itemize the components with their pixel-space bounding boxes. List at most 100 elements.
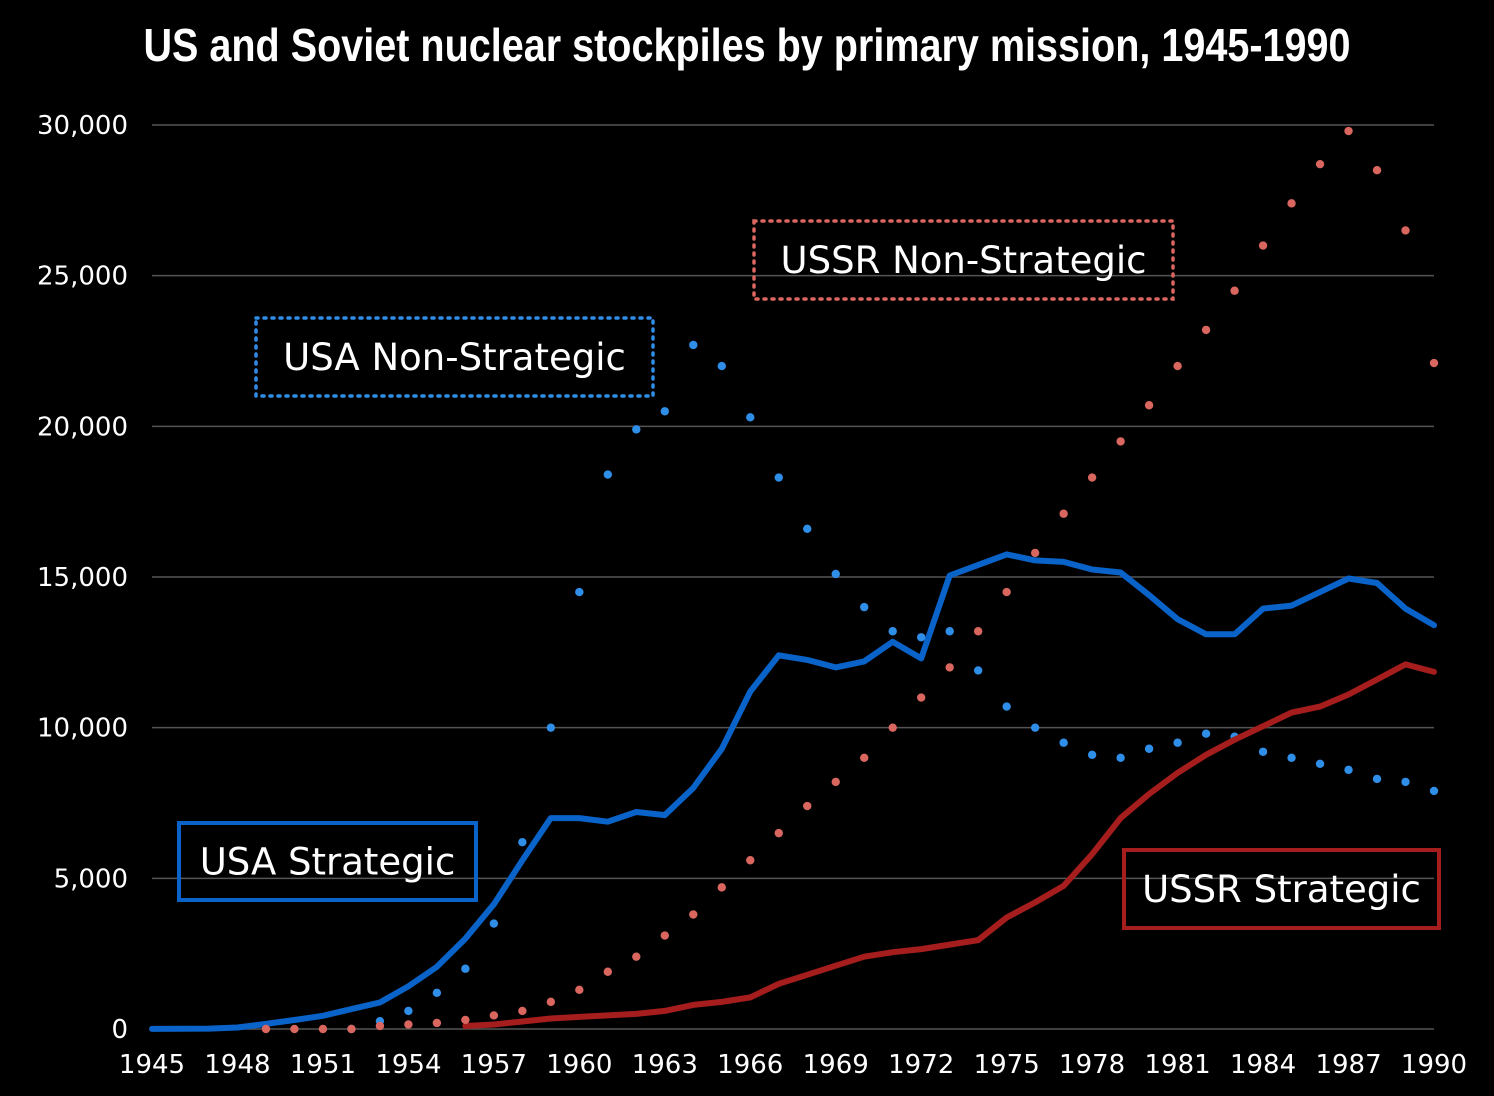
series-label-usa-non-strategic: USA Non-Strategic: [283, 336, 626, 379]
data-point-ussr-non-strategic: [945, 663, 954, 672]
data-point-ussr-non-strategic: [717, 883, 726, 892]
x-tick-label: 1954: [375, 1050, 441, 1080]
data-point-ussr-non-strategic: [1429, 358, 1439, 368]
data-point-ussr-non-strategic: [1116, 437, 1125, 446]
data-point-ussr-non-strategic: [888, 723, 897, 732]
data-point-ussr-non-strategic: [803, 801, 812, 811]
data-point-ussr-non-strategic: [1401, 226, 1410, 235]
data-point-usa-non-strategic: [1059, 738, 1068, 747]
data-point-ussr-non-strategic: [1258, 241, 1268, 250]
series-line-usa-strategic: [149, 551, 1437, 1032]
data-point-ussr-non-strategic: [1059, 509, 1068, 518]
x-tick-label: 1990: [1401, 1050, 1467, 1080]
data-point-usa-non-strategic: [774, 473, 783, 482]
data-point-ussr-non-strategic: [261, 1024, 271, 1034]
data-point-usa-non-strategic: [860, 602, 869, 612]
label-box-usa-strategic: [177, 821, 478, 902]
x-tick-label: 1945: [119, 1050, 185, 1080]
data-point-ussr-non-strategic: [1287, 199, 1296, 208]
data-point-ussr-non-strategic: [1030, 548, 1040, 558]
data-point-ussr-non-strategic: [347, 1024, 356, 1034]
data-point-ussr-non-strategic: [1087, 473, 1097, 482]
data-point-usa-non-strategic: [917, 633, 926, 642]
data-point-ussr-non-strategic: [632, 952, 641, 961]
x-tick-label: 1978: [1059, 1050, 1125, 1080]
label-box-ussr-non-strategic: [752, 219, 1175, 301]
data-point-ussr-non-strategic: [1201, 325, 1211, 335]
data-point-ussr-non-strategic: [603, 967, 613, 976]
x-tick-label: 1969: [803, 1050, 869, 1080]
data-point-usa-non-strategic: [518, 837, 527, 847]
x-tick-label: 1966: [717, 1050, 783, 1080]
data-point-ussr-non-strategic: [318, 1024, 328, 1034]
series-layer: [149, 126, 1439, 1034]
data-point-ussr-non-strategic: [290, 1024, 299, 1034]
data-point-ussr-non-strategic: [1372, 166, 1382, 175]
data-point-ussr-non-strategic: [432, 1018, 442, 1028]
data-point-usa-non-strategic: [432, 988, 442, 998]
data-point-usa-non-strategic: [888, 627, 897, 636]
data-point-ussr-non-strategic: [375, 1021, 385, 1031]
data-point-usa-non-strategic: [461, 964, 470, 973]
data-point-usa-non-strategic: [489, 919, 499, 928]
data-point-ussr-non-strategic: [1344, 126, 1353, 136]
x-tick-label: 1987: [1315, 1050, 1381, 1080]
data-point-usa-non-strategic: [1372, 774, 1382, 784]
series-labels: USA Non-Strategic USSR Non-Strategic USA S…: [177, 219, 1441, 930]
data-point-usa-non-strategic: [660, 407, 669, 416]
data-point-ussr-non-strategic: [831, 777, 840, 787]
data-point-ussr-non-strategic: [774, 828, 783, 838]
x-axis-ticks: 1945 1948 1951 1954 1957 1960 1963 1966 1969 1972…: [119, 1050, 1467, 1080]
y-axis-ticks: 0 5,000 10,000 15,000 20,000 25,000 30,000: [37, 111, 128, 1045]
data-point-usa-non-strategic: [1116, 753, 1125, 762]
series-label-ussr-strategic: USSR Strategic: [1142, 868, 1421, 911]
data-point-usa-non-strategic: [1173, 738, 1182, 747]
y-tick-label: 20,000: [37, 412, 128, 442]
series-line-ussr-strategic: [462, 661, 1437, 1029]
data-point-ussr-non-strategic: [461, 1015, 470, 1025]
data-point-ussr-non-strategic: [860, 753, 869, 762]
data-point-usa-non-strategic: [1201, 729, 1211, 738]
data-point-usa-non-strategic: [1144, 744, 1154, 753]
data-point-usa-non-strategic: [1344, 765, 1353, 775]
y-tick-label: 30,000: [37, 111, 128, 141]
data-point-ussr-non-strategic: [489, 1011, 499, 1020]
data-point-ussr-non-strategic: [689, 910, 698, 919]
data-point-usa-non-strategic: [746, 413, 755, 422]
label-box-usa-non-strategic: [254, 316, 655, 398]
data-point-ussr-non-strategic: [546, 997, 556, 1007]
x-tick-label: 1960: [546, 1050, 612, 1080]
data-point-ussr-non-strategic: [917, 693, 926, 702]
data-point-ussr-non-strategic: [404, 1020, 413, 1029]
x-tick-label: 1948: [204, 1050, 270, 1080]
data-point-ussr-non-strategic: [746, 856, 755, 865]
data-point-ussr-non-strategic: [575, 985, 584, 995]
x-tick-label: 1972: [888, 1050, 954, 1080]
series-label-ussr-non-strategic: USSR Non-Strategic: [781, 239, 1147, 282]
x-tick-label: 1957: [461, 1050, 527, 1080]
data-point-ussr-non-strategic: [1002, 587, 1011, 597]
data-point-usa-non-strategic: [803, 524, 812, 533]
data-point-ussr-non-strategic: [973, 627, 983, 636]
data-point-usa-non-strategic: [717, 361, 726, 371]
data-point-usa-non-strategic: [831, 569, 840, 579]
data-point-usa-non-strategic: [1315, 759, 1325, 769]
data-point-usa-non-strategic: [1002, 702, 1011, 711]
y-tick-label: 10,000: [37, 714, 128, 744]
data-point-usa-non-strategic: [1287, 753, 1296, 762]
series-label-usa-strategic: USA Strategic: [200, 841, 456, 884]
data-point-usa-non-strategic: [1030, 723, 1040, 732]
data-point-ussr-non-strategic: [660, 931, 669, 940]
data-point-usa-non-strategic: [1258, 747, 1268, 756]
data-point-ussr-non-strategic: [1230, 286, 1239, 295]
data-point-ussr-non-strategic: [518, 1006, 527, 1016]
x-tick-label: 1984: [1230, 1050, 1296, 1080]
x-tick-label: 1975: [974, 1050, 1040, 1080]
y-tick-label: 5,000: [54, 864, 128, 894]
data-point-usa-non-strategic: [689, 340, 698, 350]
data-point-ussr-non-strategic: [1144, 401, 1154, 410]
x-tick-label: 1981: [1145, 1050, 1211, 1080]
data-point-usa-non-strategic: [575, 587, 584, 597]
data-point-usa-non-strategic: [973, 666, 983, 675]
